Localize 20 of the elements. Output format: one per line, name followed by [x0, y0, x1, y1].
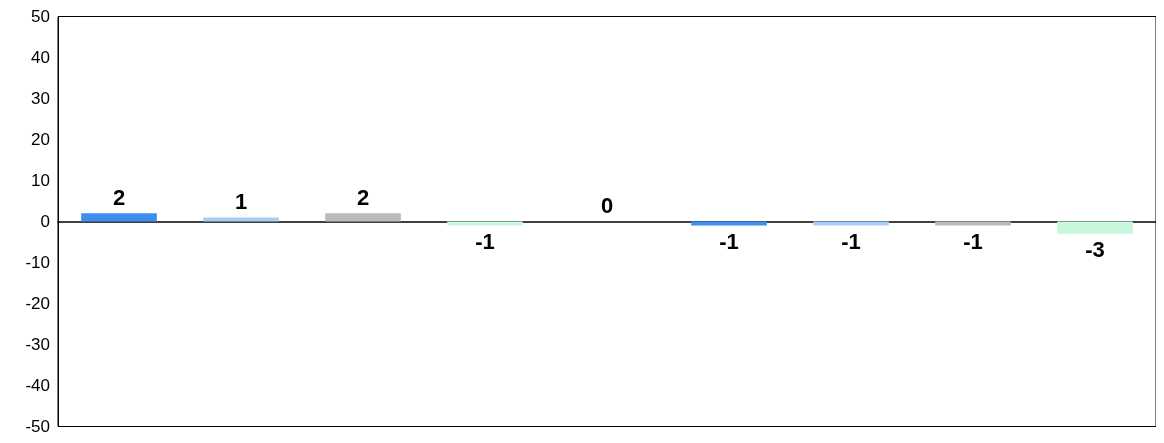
data-label: -1	[475, 229, 495, 255]
y-tick-label: -40	[25, 376, 50, 395]
y-tick-label: 20	[31, 130, 50, 149]
data-label: -1	[719, 229, 739, 255]
y-tick-label: 10	[31, 171, 50, 190]
y-tick-label: 0	[40, 212, 50, 231]
data-label: -3	[1085, 237, 1105, 263]
y-tick-label: 40	[31, 48, 50, 67]
data-label: -1	[963, 229, 983, 255]
y-tick-label: -30	[25, 335, 50, 354]
y-tick-label: -20	[25, 294, 50, 313]
y-tick-label: -50	[25, 417, 50, 436]
data-label: -1	[841, 229, 861, 255]
data-label: 1	[234, 188, 248, 214]
y-tick-label: 30	[31, 89, 50, 108]
y-tick-label: -10	[25, 253, 50, 272]
y-tick-label: 50	[31, 7, 50, 26]
data-label: 2	[356, 184, 370, 210]
data-label: 2	[112, 184, 126, 210]
data-label: 0	[600, 193, 614, 218]
